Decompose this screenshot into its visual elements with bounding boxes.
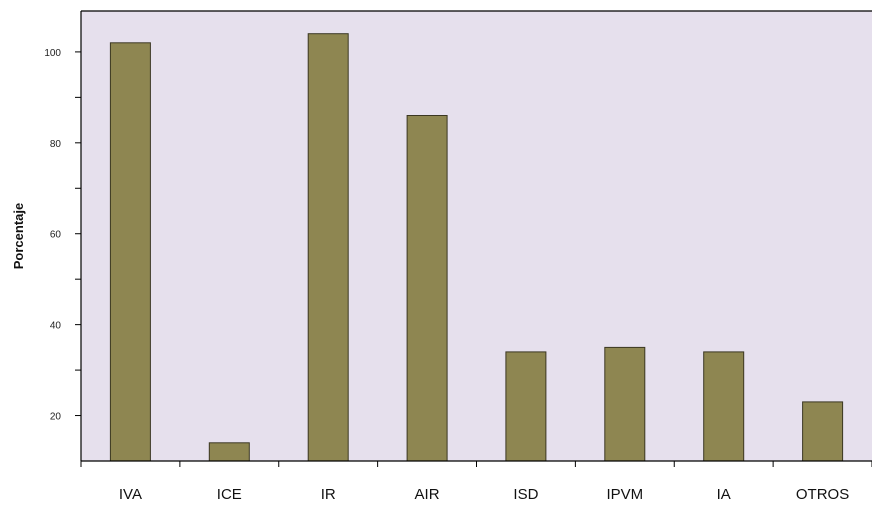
x-tick-label-isd: ISD [513,486,538,503]
y-axis-ticks: 20 40 60 80 100 [44,48,81,423]
y-tick-label: 40 [50,321,62,332]
y-axis-title: Porcentaje [11,203,26,269]
bar-otros [802,401,844,462]
x-tick-label-iva: IVA [119,486,142,503]
y-tick-label: 60 [50,230,62,241]
x-tick-label-air: AIR [415,486,440,503]
bar-iva [109,42,151,462]
x-tick-label-ia: IA [717,486,731,503]
x-tick-label-otros: OTROS [796,486,849,503]
bar-ipvm [604,346,646,462]
x-tick-label-ipvm: IPVM [606,486,643,503]
x-tick-label-ice: ICE [217,486,242,503]
bar-ir [307,33,349,462]
bar-ia [703,351,745,462]
y-tick-label: 80 [50,139,62,150]
x-axis-ticks: IVA ICE IR AIR ISD IPVM IA OTROS [80,461,872,503]
bars-layer [109,33,844,462]
bar-isd [505,351,547,462]
bar-ice [208,442,250,462]
bar-air [406,115,448,462]
x-tick-label-ir: IR [321,486,336,503]
y-tick-label: 100 [44,48,61,59]
y-tick-label: 20 [50,412,62,423]
plot-area-background [81,11,872,461]
